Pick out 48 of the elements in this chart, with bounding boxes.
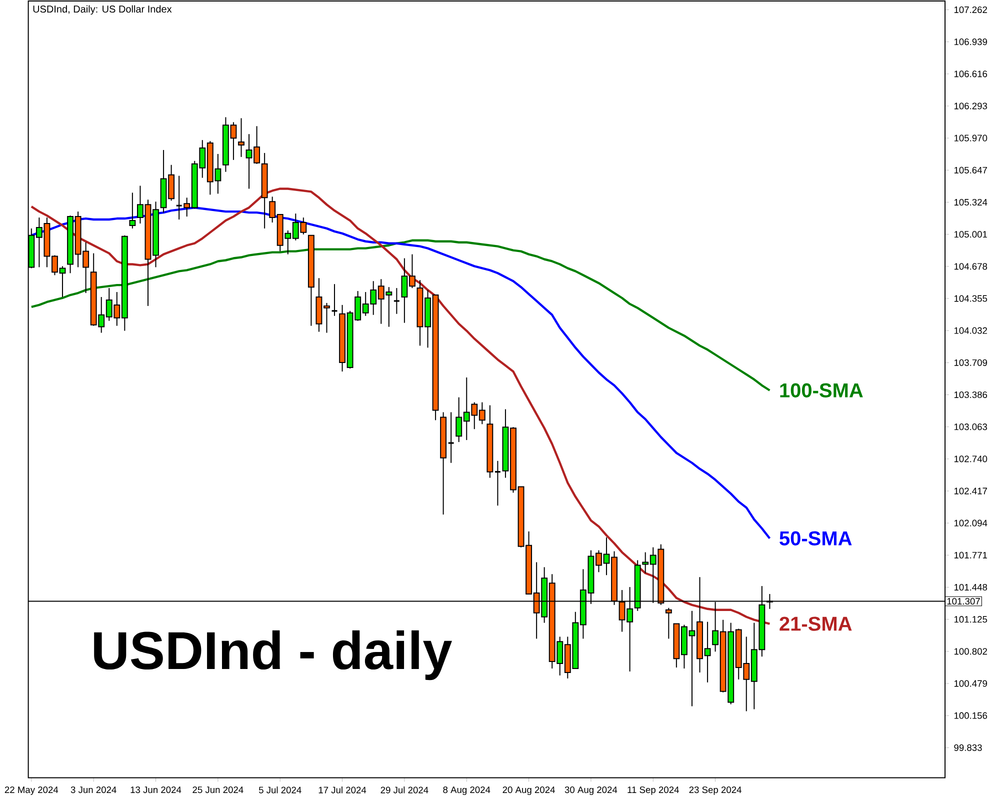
y-tick-label: 101.125: [954, 616, 988, 623]
y-tick-label: 102.417: [954, 488, 987, 494]
y-tick-label: 103.709: [954, 359, 988, 366]
x-tick-label: 13 Jun 2024: [130, 786, 182, 794]
y-tick-label: 104.355: [954, 295, 988, 302]
y-tick-label: 104.678: [954, 263, 988, 270]
x-tick-label: 3 Jun 2024: [70, 786, 116, 794]
y-tick-label: 102.740: [954, 456, 988, 462]
x-tick-label: 30 Aug 2024: [564, 786, 618, 796]
y-tick-label: 104.032: [954, 327, 987, 334]
x-tick-label: 25 Jun 2024: [192, 786, 244, 794]
y-tick-label: 99.833: [954, 744, 982, 752]
candlestick: [494, 460, 502, 506]
y-tick-label: 102.094: [954, 520, 988, 526]
x-tick-label: 11 Sep 2024: [628, 786, 679, 796]
x-tick-label: 5 Jul 2024: [258, 786, 302, 794]
x-tick-label: 23 Sep 2024: [689, 786, 742, 796]
y-tick-label: 101.771: [954, 552, 987, 559]
candlestick: [393, 288, 400, 315]
x-tick-label: 8 Aug 2024: [443, 786, 490, 796]
candlestick: [238, 118, 244, 158]
candlestick: [129, 192, 136, 230]
series-label: 100-SMA: [780, 383, 863, 398]
x-tick-label: 29 Jul 2024: [380, 786, 428, 794]
y-tick-label: 107.262: [954, 6, 987, 14]
x-tick-label: 20 Aug 2024: [502, 786, 555, 796]
x-tick-label: 17 Jul 2024: [318, 786, 366, 794]
chart-subtitle: USDInd, Daily: US Dollar Index: [33, 5, 172, 15]
y-tick-label: 103.386: [954, 392, 988, 398]
y-tick-label: 105.324: [954, 199, 988, 206]
y-tick-label: 100.156: [954, 712, 988, 719]
y-tick-label: 106.616: [954, 70, 988, 78]
y-tick-label: 100.802: [954, 648, 987, 655]
y-tick-label: 106.293: [954, 102, 988, 110]
y-tick-label: 105.001: [954, 231, 987, 238]
series-label: 21-SMA: [780, 616, 852, 631]
y-tick-label: 101.448: [954, 584, 988, 591]
ref-line-label: 101.307: [947, 598, 980, 605]
series-label: 50-SMA: [780, 531, 852, 546]
y-tick-label: 105.647: [954, 166, 987, 174]
y-tick-label: 103.063: [954, 424, 988, 430]
y-tick-label: 100.479: [954, 680, 988, 687]
y-tick-label: 105.970: [954, 134, 988, 142]
y-tick-label: 106.939: [954, 38, 988, 46]
candlestick: [448, 412, 455, 464]
text: USDInd - daily: [94, 630, 452, 680]
candlestick: [665, 608, 672, 640]
x-tick-label: 22 May 2024: [4, 786, 58, 796]
